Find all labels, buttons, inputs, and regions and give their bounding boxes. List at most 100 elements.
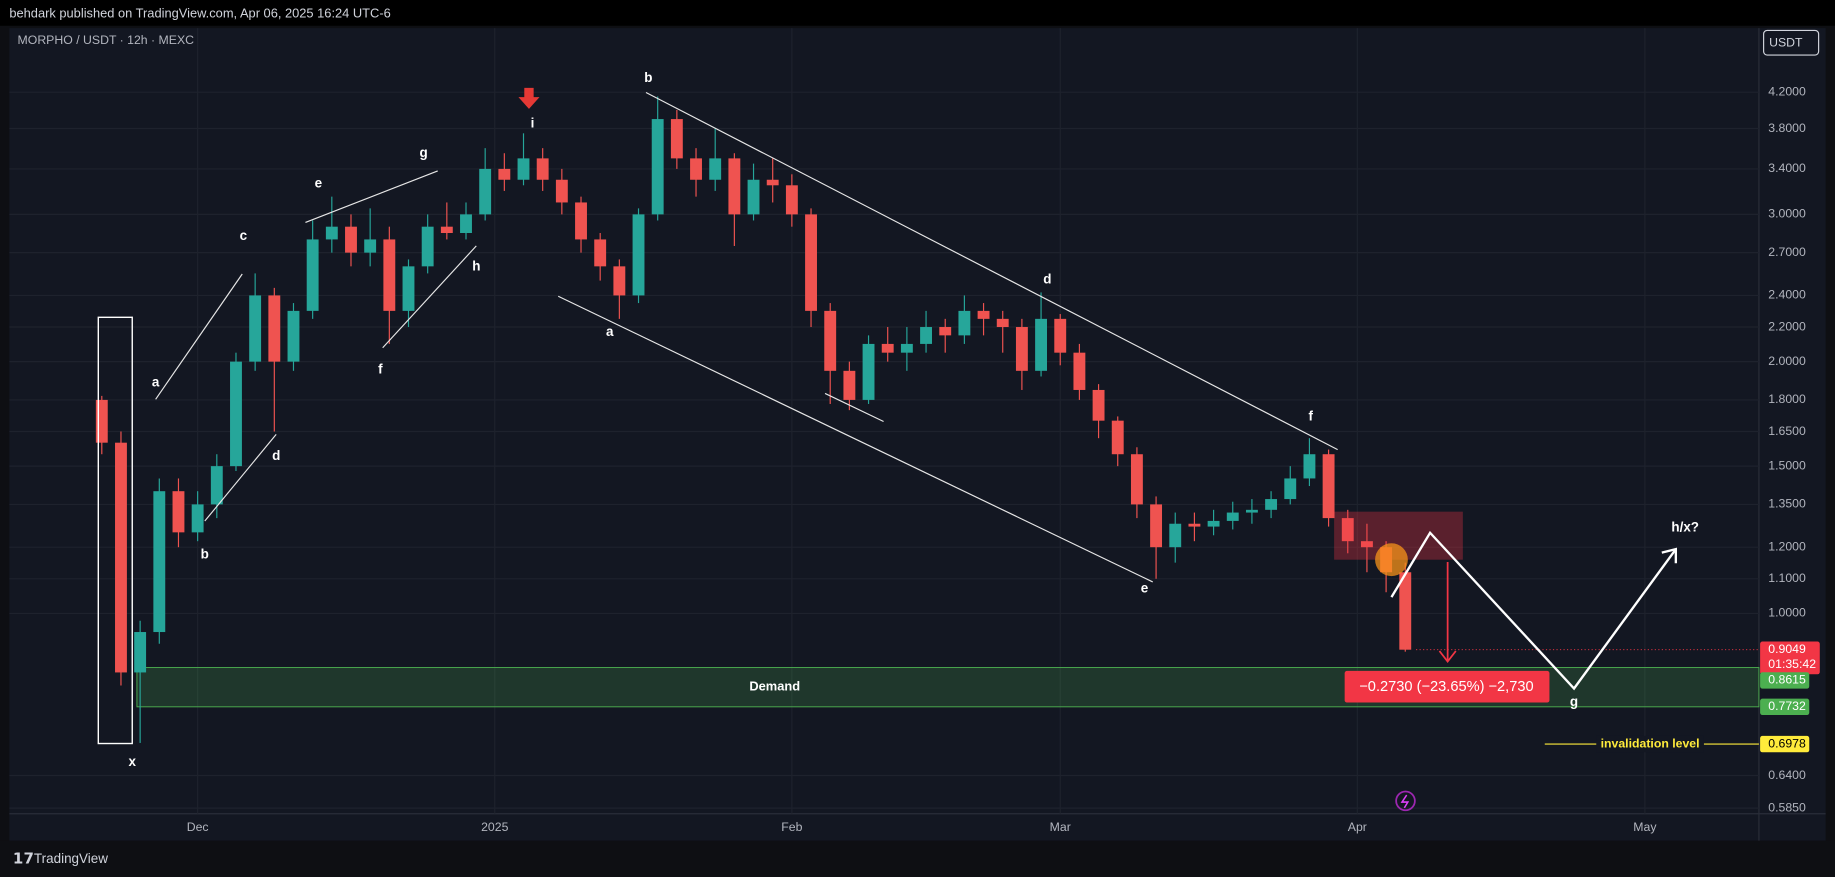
wave-label: x <box>129 754 137 769</box>
trend-line <box>824 392 884 423</box>
candle-body <box>287 310 300 362</box>
x-tick-label: 2025 <box>481 820 508 834</box>
candle-body <box>1054 318 1067 353</box>
candle-body <box>651 119 664 215</box>
candle-body <box>632 214 645 296</box>
wave-label: h <box>472 259 480 274</box>
candle-body <box>939 327 952 336</box>
wave-label: g <box>1570 694 1578 709</box>
footer-bar <box>0 840 1835 877</box>
header-bar <box>0 0 1835 26</box>
y-tick-label: 1.1000 <box>1768 571 1806 585</box>
candle-body <box>479 168 492 215</box>
currency-button[interactable] <box>1763 29 1820 56</box>
candle-body <box>153 491 166 633</box>
candle-body <box>95 399 108 443</box>
invalidation-label-bg <box>1596 735 1704 753</box>
candle-body <box>594 239 607 267</box>
trend-line <box>204 434 277 522</box>
candle-body <box>1015 327 1028 371</box>
candle-body <box>1207 520 1220 527</box>
x-tick-label: May <box>1633 820 1657 834</box>
trend-line <box>155 273 243 400</box>
candle-body <box>1360 541 1373 548</box>
y-tick-label: 2.4000 <box>1768 288 1806 302</box>
measure-box <box>1344 670 1550 703</box>
candle-body <box>1245 509 1258 513</box>
y-tick-label: 4.2000 <box>1768 84 1806 98</box>
trend-line <box>382 245 477 349</box>
candle-body <box>1169 523 1182 548</box>
x-tick-label: Dec <box>187 820 209 834</box>
candle-body <box>709 158 722 180</box>
wave-label: a <box>152 374 160 389</box>
candle-body <box>1035 318 1048 371</box>
wave-label: g <box>420 145 428 160</box>
candle-body <box>364 239 377 253</box>
candle-body <box>920 327 932 344</box>
candle-body <box>555 179 568 203</box>
wave-label: b <box>644 70 652 85</box>
y-tick-label: 1.8000 <box>1768 392 1806 406</box>
labels: 4.2000 3.8000 3.4000 3.0000 2.7000 2.4000 2.20… <box>129 70 1820 834</box>
y-tick-label: 1.5000 <box>1768 458 1806 472</box>
y-tick-label: 0.5850 <box>1768 800 1806 814</box>
candle-body <box>1322 454 1335 519</box>
channel-line <box>557 295 1153 583</box>
price-badge <box>1760 672 1810 689</box>
candle-body <box>728 158 741 215</box>
publisher: behdark published on TradingView.com, Ap… <box>9 5 390 20</box>
wave-label: i <box>531 116 535 131</box>
candle-body <box>1150 504 1163 548</box>
candle-body <box>1303 454 1316 479</box>
wave-label: d <box>272 448 280 463</box>
x-tick-label: Feb <box>781 820 802 834</box>
y-tick-label: 2.0000 <box>1768 354 1806 368</box>
candle-body <box>575 202 587 240</box>
wave-label: e <box>1141 581 1149 596</box>
candle-body <box>325 226 338 240</box>
currency-label[interactable]: USDT <box>1769 36 1803 50</box>
brand: TradingView <box>34 851 108 866</box>
price-badge <box>1760 735 1810 753</box>
candle-body <box>249 295 262 362</box>
wave-label: c <box>240 228 248 243</box>
x-tick-label: Mar <box>1050 820 1071 834</box>
candle-body <box>1188 523 1201 527</box>
projection-path <box>1390 530 1677 691</box>
last-price-label: 0.9049 <box>1768 642 1806 656</box>
candles <box>95 96 1412 743</box>
candle-body <box>824 310 837 371</box>
wave-label: b <box>201 547 209 562</box>
candle-body <box>1265 499 1278 510</box>
candle-body <box>1284 478 1297 500</box>
candle-body <box>1092 389 1105 421</box>
candle-body <box>498 168 511 180</box>
candle-body <box>1399 572 1412 650</box>
y-tick-label: 1.6500 <box>1768 424 1806 438</box>
candle-body <box>805 214 817 311</box>
candle-body <box>881 343 894 353</box>
price-badge <box>1760 698 1810 716</box>
candle-body <box>402 266 415 311</box>
candle-body <box>1111 420 1124 455</box>
price-badge-label: 0.7732 <box>1768 699 1806 713</box>
wave-label: f <box>378 362 383 377</box>
candle-body <box>345 226 357 253</box>
candle-body <box>517 158 530 180</box>
y-tick-label: 3.0000 <box>1768 207 1806 221</box>
candle-body <box>862 343 875 400</box>
candle-body <box>613 266 626 296</box>
candle-body <box>690 158 702 180</box>
countdown: 01:35:42 <box>1768 657 1816 671</box>
time-axis <box>9 813 1759 841</box>
candle-body <box>670 119 683 159</box>
drawings <box>97 87 1678 812</box>
candle-body <box>191 504 204 533</box>
box-drawing <box>97 316 133 745</box>
candle-body <box>115 442 127 673</box>
candle-body <box>268 295 281 362</box>
candle-body <box>958 310 971 336</box>
wave-label: e <box>315 175 323 190</box>
